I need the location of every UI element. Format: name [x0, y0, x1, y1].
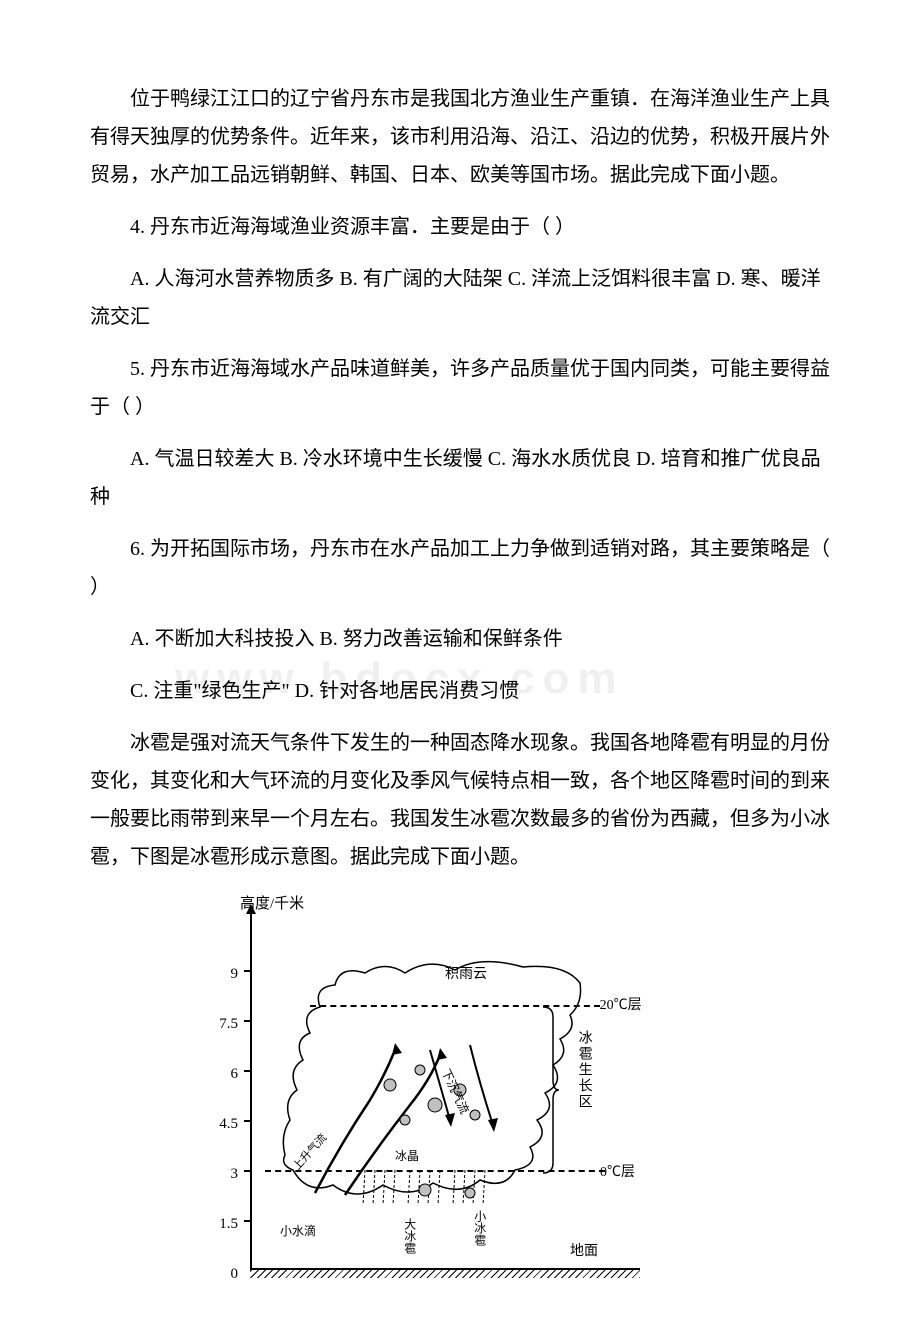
cloud-outline-path	[283, 962, 580, 1194]
growth-zone-label: 冰雹生长区	[570, 1030, 597, 1110]
hail-particle	[415, 1065, 425, 1075]
y-tick-mark	[244, 1120, 250, 1122]
y-axis-line	[250, 910, 252, 1270]
big-hail-label: 大冰雹	[398, 1218, 421, 1254]
dashed-neg20	[310, 1005, 600, 1007]
hail-particle	[428, 1098, 442, 1112]
ice-crystal-label: 冰晶	[395, 1145, 419, 1168]
y-tick-mark	[244, 970, 250, 972]
question-5-options: A. 气温日较差大 B. 冷水环境中生长缓慢 C. 海水水质优良 D. 培育和推…	[90, 440, 830, 516]
question-6-options-line1: A. 不断加大科技投入 B. 努力改善运输和保鲜条件	[90, 620, 830, 658]
question-6-stem: 6. 为开拓国际市场，丹东市在水产品加工上力争做到适销对路，其主要策略是（ ）	[90, 530, 830, 606]
hail-formation-diagram: 高度/千米 01.534.567.59	[180, 890, 650, 1290]
y-tick-mark	[244, 1220, 250, 1222]
y-tick-mark	[244, 1170, 250, 1172]
y-tick-label: 4.5	[208, 1110, 238, 1139]
question-4-stem: 4. 丹东市近海海域渔业资源丰富．主要是由于（ ）	[90, 208, 830, 246]
cloud-label: 积雨云	[445, 962, 487, 989]
y-axis-arrow	[246, 904, 256, 914]
passage1-intro: 位于鸭绿江江口的辽宁省丹东市是我国北方渔业生产重镇．在海洋渔业生产上具有得天独厚…	[90, 80, 830, 194]
y-tick-label: 6	[208, 1060, 238, 1089]
y-tick-label: 1.5	[208, 1210, 238, 1239]
dashed-0c	[265, 1170, 605, 1172]
question-4-options: A. 人海河水营养物质多 B. 有广阔的大陆架 C. 洋流上泛饵料很丰富 D. …	[90, 260, 830, 336]
y-tick-mark	[244, 1020, 250, 1022]
small-water-label: 小水滴	[280, 1220, 316, 1243]
y-tick-label: 7.5	[208, 1010, 238, 1039]
zero-c-label: 0℃层	[600, 1160, 635, 1187]
ground-hatching	[250, 1270, 640, 1278]
question-5-stem: 5. 丹东市近海海域水产品味道鲜美，许多产品质量优于国内同类，可能主要得益于（ …	[90, 350, 830, 426]
neg20-label: -20℃层	[595, 993, 642, 1020]
ground-label: 地面	[570, 1239, 598, 1266]
y-tick-mark	[244, 1070, 250, 1072]
question-6-options-line2: C. 注重"绿色生产" D. 针对各地居民消费习惯	[90, 672, 830, 710]
passage2-intro: 冰雹是强对流天气条件下发生的一种固态降水现象。我国各地降雹有明显的月份变化，其变…	[90, 724, 830, 876]
hail-particle	[400, 1115, 410, 1125]
y-tick-label: 0	[208, 1260, 238, 1289]
hail-particle	[470, 1110, 480, 1120]
small-hail-label: 小冰雹	[468, 1210, 491, 1246]
hail-particle	[384, 1079, 396, 1091]
y-tick-label: 3	[208, 1160, 238, 1189]
y-tick-label: 9	[208, 960, 238, 989]
